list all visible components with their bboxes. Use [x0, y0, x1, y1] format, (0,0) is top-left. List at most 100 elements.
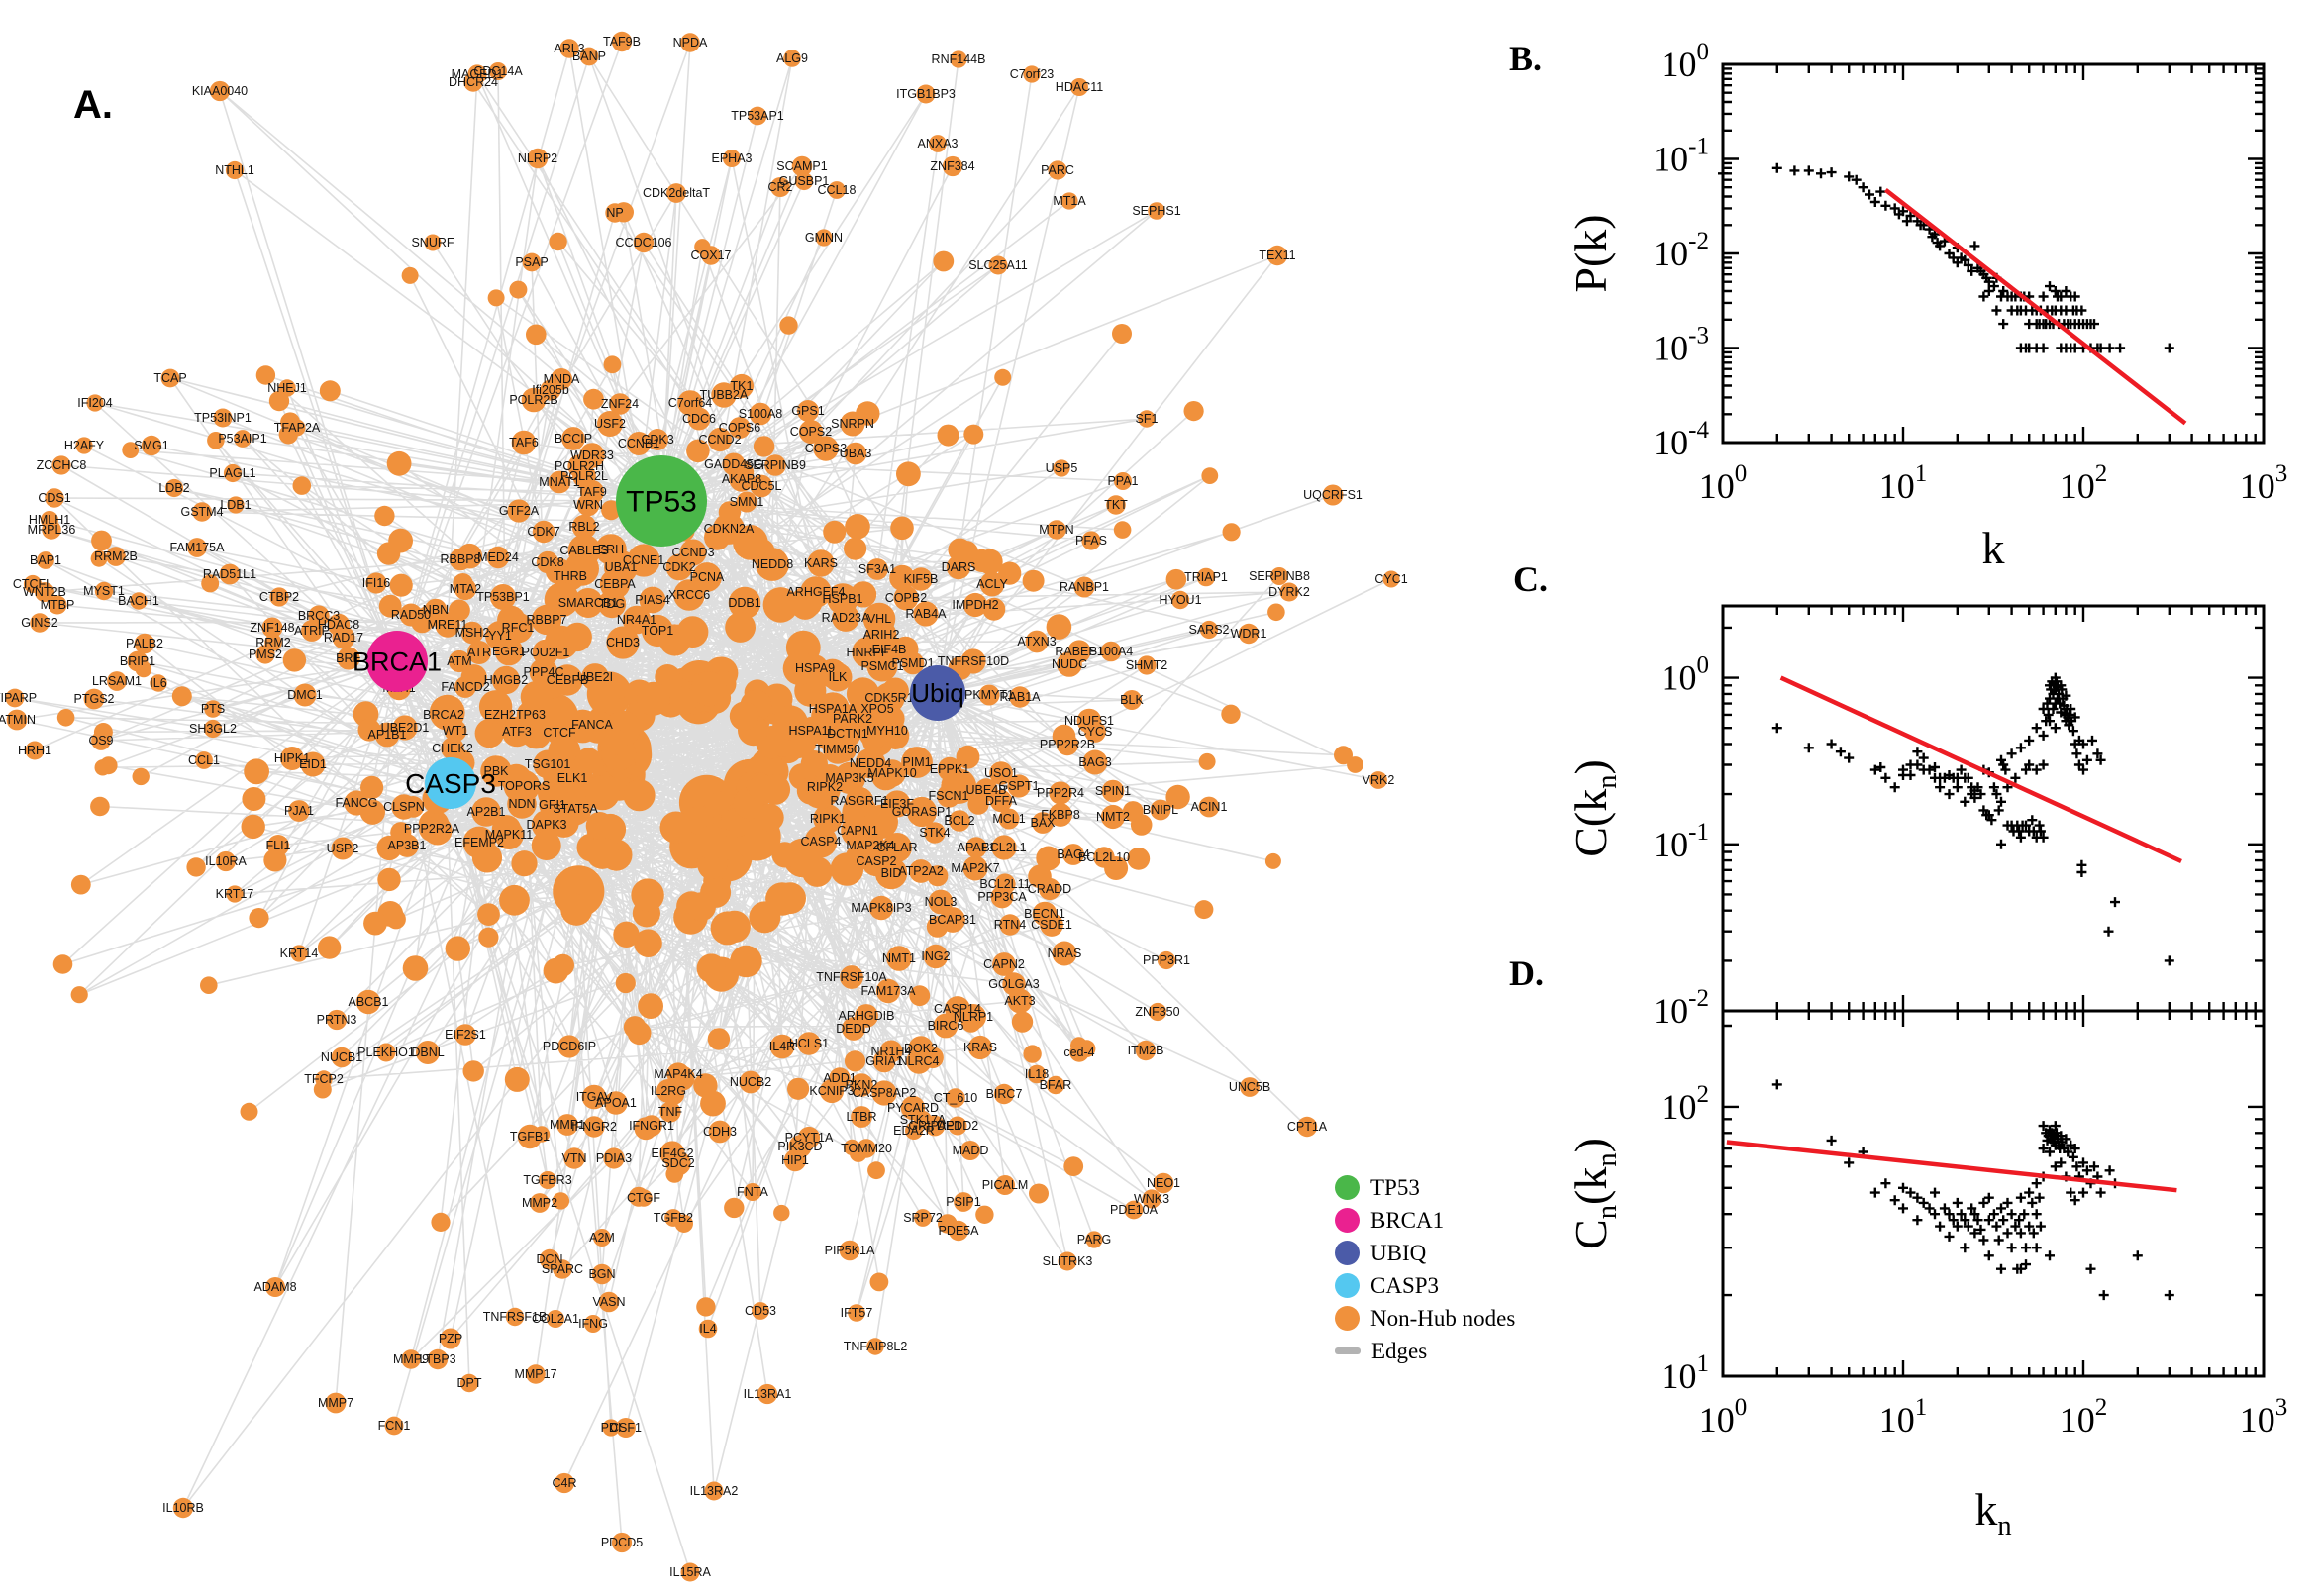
svg-text:H2AFY: H2AFY: [64, 439, 105, 452]
svg-text:100: 100: [1662, 39, 1710, 84]
svg-text:USP5: USP5: [1046, 461, 1078, 475]
svg-text:KCNIP3: KCNIP3: [809, 1084, 854, 1098]
svg-text:NEDD4: NEDD4: [850, 756, 891, 770]
svg-text:ERH: ERH: [598, 543, 624, 556]
svg-text:COPB2: COPB2: [885, 591, 927, 605]
svg-text:MMP7: MMP7: [318, 1396, 354, 1410]
svg-text:WDR33: WDR33: [570, 449, 614, 462]
svg-text:IL13RA2: IL13RA2: [690, 1484, 739, 1498]
svg-text:PSMC1: PSMC1: [860, 659, 903, 673]
svg-text:DFFA: DFFA: [985, 794, 1018, 808]
svg-text:MAPK10: MAPK10: [867, 766, 916, 780]
svg-text:YY1: YY1: [488, 629, 512, 643]
svg-text:SMG1: SMG1: [134, 439, 168, 452]
svg-text:BID: BID: [881, 866, 902, 880]
legend-label: Edges: [1371, 1338, 1428, 1363]
svg-text:ATP2A2: ATP2A2: [898, 864, 944, 878]
svg-text:NDN: NDN: [508, 797, 535, 811]
svg-text:BGN: BGN: [588, 1267, 615, 1281]
svg-text:SMARCB1: SMARCB1: [558, 596, 618, 610]
svg-text:CDK2deltaT: CDK2deltaT: [643, 186, 710, 200]
svg-text:HSPA9: HSPA9: [795, 661, 835, 675]
svg-text:RAB4A: RAB4A: [906, 607, 948, 621]
hub-casp3: CASP3: [405, 757, 496, 809]
svg-text:100: 100: [1662, 652, 1710, 698]
svg-text:ACLY: ACLY: [976, 577, 1008, 591]
svg-text:HDAC11: HDAC11: [1056, 80, 1103, 94]
hub-ubiq: Ubiq: [910, 665, 965, 721]
svg-text:P53AIP1: P53AIP1: [218, 432, 266, 446]
svg-text:RFC1: RFC1: [502, 621, 535, 635]
svg-text:PSIP1: PSIP1: [946, 1195, 980, 1209]
svg-text:PKMYT1: PKMYT1: [964, 688, 1014, 702]
svg-text:BLK: BLK: [1120, 693, 1144, 707]
svg-text:COPS3: COPS3: [805, 442, 847, 455]
svg-text:CASP8AP2: CASP8AP2: [853, 1086, 917, 1100]
svg-text:BRIP1: BRIP1: [120, 654, 155, 668]
svg-text:CTGF: CTGF: [627, 1191, 660, 1205]
svg-text:ATF3: ATF3: [502, 725, 532, 739]
svg-text:101: 101: [1879, 460, 1928, 506]
svg-text:UBE2I: UBE2I: [577, 670, 613, 684]
svg-text:DEDD2: DEDD2: [937, 1119, 978, 1133]
svg-text:NEDD8: NEDD8: [752, 557, 793, 571]
svg-text:TNF: TNF: [658, 1105, 683, 1119]
svg-text:MAPK8IP3: MAPK8IP3: [851, 901, 911, 915]
svg-text:FKBP8: FKBP8: [1041, 808, 1080, 822]
svg-text:Ubiq: Ubiq: [911, 678, 963, 708]
svg-text:WNK3: WNK3: [1134, 1192, 1169, 1206]
svg-text:BACH1: BACH1: [118, 594, 159, 608]
svg-text:UBE4B: UBE4B: [966, 783, 1007, 797]
svg-text:GORASP1: GORASP1: [892, 805, 952, 819]
svg-text:NEO1: NEO1: [1147, 1176, 1180, 1190]
svg-text:EIF2S1: EIF2S1: [445, 1028, 486, 1042]
svg-text:BRCA1: BRCA1: [353, 647, 442, 676]
svg-text:EPHA3: EPHA3: [712, 151, 753, 165]
svg-text:FAM173A: FAM173A: [861, 984, 917, 998]
svg-text:ADAM8: ADAM8: [253, 1280, 296, 1294]
scatter-points: [1771, 1079, 2174, 1301]
svg-text:EGR1: EGR1: [492, 645, 526, 658]
svg-text:UNC5B: UNC5B: [1229, 1080, 1270, 1094]
svg-text:PTS: PTS: [201, 702, 225, 716]
svg-text:PCNA: PCNA: [690, 570, 725, 584]
svg-text:VASN: VASN: [592, 1295, 625, 1309]
svg-text:NR1H4: NR1H4: [871, 1045, 912, 1058]
svg-text:TAF9B: TAF9B: [603, 35, 641, 49]
svg-text:WT1: WT1: [443, 724, 468, 738]
svg-text:CDC5L: CDC5L: [742, 479, 782, 493]
svg-text:CAPN1: CAPN1: [837, 824, 878, 838]
svg-text:10-1: 10-1: [1653, 134, 1709, 179]
svg-text:POLR2H: POLR2H: [555, 459, 604, 473]
svg-text:RAD51L1: RAD51L1: [203, 567, 256, 581]
svg-text:TRIAP1: TRIAP1: [1184, 570, 1228, 584]
svg-text:ANXA3: ANXA3: [918, 137, 959, 150]
legend-node-swatch: [1335, 1208, 1360, 1233]
svg-text:MMP2: MMP2: [522, 1196, 557, 1210]
svg-text:COL2A1: COL2A1: [532, 1312, 579, 1326]
svg-text:PYCARD: PYCARD: [887, 1101, 939, 1115]
svg-text:IL10RB: IL10RB: [162, 1501, 204, 1515]
svg-text:RANBP1: RANBP1: [1060, 580, 1109, 594]
svg-text:IMPDH2: IMPDH2: [952, 598, 998, 612]
svg-text:kn​: kn​: [1974, 1484, 2011, 1542]
svg-text:PBK: PBK: [483, 764, 509, 778]
svg-text:PPP3CA: PPP3CA: [977, 890, 1027, 904]
legend-item: TP53: [1335, 1171, 1515, 1204]
svg-text:TP53BP1: TP53BP1: [476, 590, 530, 604]
svg-text:CCL18: CCL18: [818, 183, 857, 197]
hub-tp53: TP53: [616, 455, 707, 547]
svg-text:AP2B1: AP2B1: [467, 805, 506, 819]
svg-text:103: 103: [2240, 460, 2288, 506]
svg-text:k: k: [1982, 523, 2005, 573]
svg-text:HCLS1: HCLS1: [789, 1037, 829, 1050]
svg-text:IFI204: IFI204: [77, 396, 112, 410]
svg-text:MAP3K5: MAP3K5: [825, 771, 873, 785]
svg-text:CTCF: CTCF: [543, 726, 576, 740]
svg-text:ATR: ATR: [467, 646, 491, 659]
svg-text:TCAP: TCAP: [153, 371, 186, 385]
svg-text:SCAMP1: SCAMP1: [776, 159, 827, 173]
svg-text:CCND3: CCND3: [671, 546, 714, 559]
